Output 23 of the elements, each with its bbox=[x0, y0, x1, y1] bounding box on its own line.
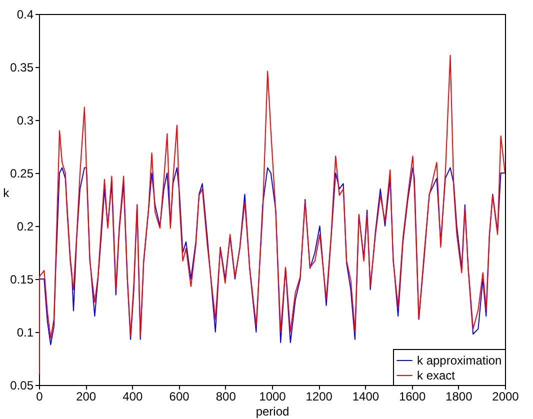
x-tick-label: 1000 bbox=[259, 390, 286, 404]
x-tick-label: 800 bbox=[216, 390, 236, 404]
x-axis-title: period bbox=[256, 404, 290, 418]
x-tick-label: 1200 bbox=[306, 390, 333, 404]
legend-label: k exact bbox=[417, 368, 456, 382]
y-tick-label: 0.4 bbox=[16, 8, 34, 22]
y-tick-label: 0.05 bbox=[10, 378, 34, 392]
x-tick-label: 1600 bbox=[398, 390, 426, 404]
x-tick-label: 1800 bbox=[446, 390, 473, 404]
y-tick-label: 0.3 bbox=[16, 114, 34, 128]
x-tick-label: 200 bbox=[76, 390, 96, 404]
y-axis-title: k bbox=[3, 186, 10, 200]
y-tick-label: 0.1 bbox=[16, 326, 34, 340]
y-tick-label: 0.15 bbox=[10, 272, 34, 286]
x-tick-label: 600 bbox=[169, 390, 190, 404]
x-tick-label: 2000 bbox=[492, 390, 520, 404]
legend-label: k approximation bbox=[417, 354, 502, 368]
x-tick-label: 1400 bbox=[352, 390, 380, 404]
x-tick-label: 0 bbox=[36, 390, 44, 404]
y-tick-label: 0.35 bbox=[10, 60, 34, 74]
y-tick-label: 0.2 bbox=[16, 220, 34, 234]
x-tick-label: 400 bbox=[122, 390, 144, 404]
y-tick-label: 0.25 bbox=[10, 166, 34, 180]
